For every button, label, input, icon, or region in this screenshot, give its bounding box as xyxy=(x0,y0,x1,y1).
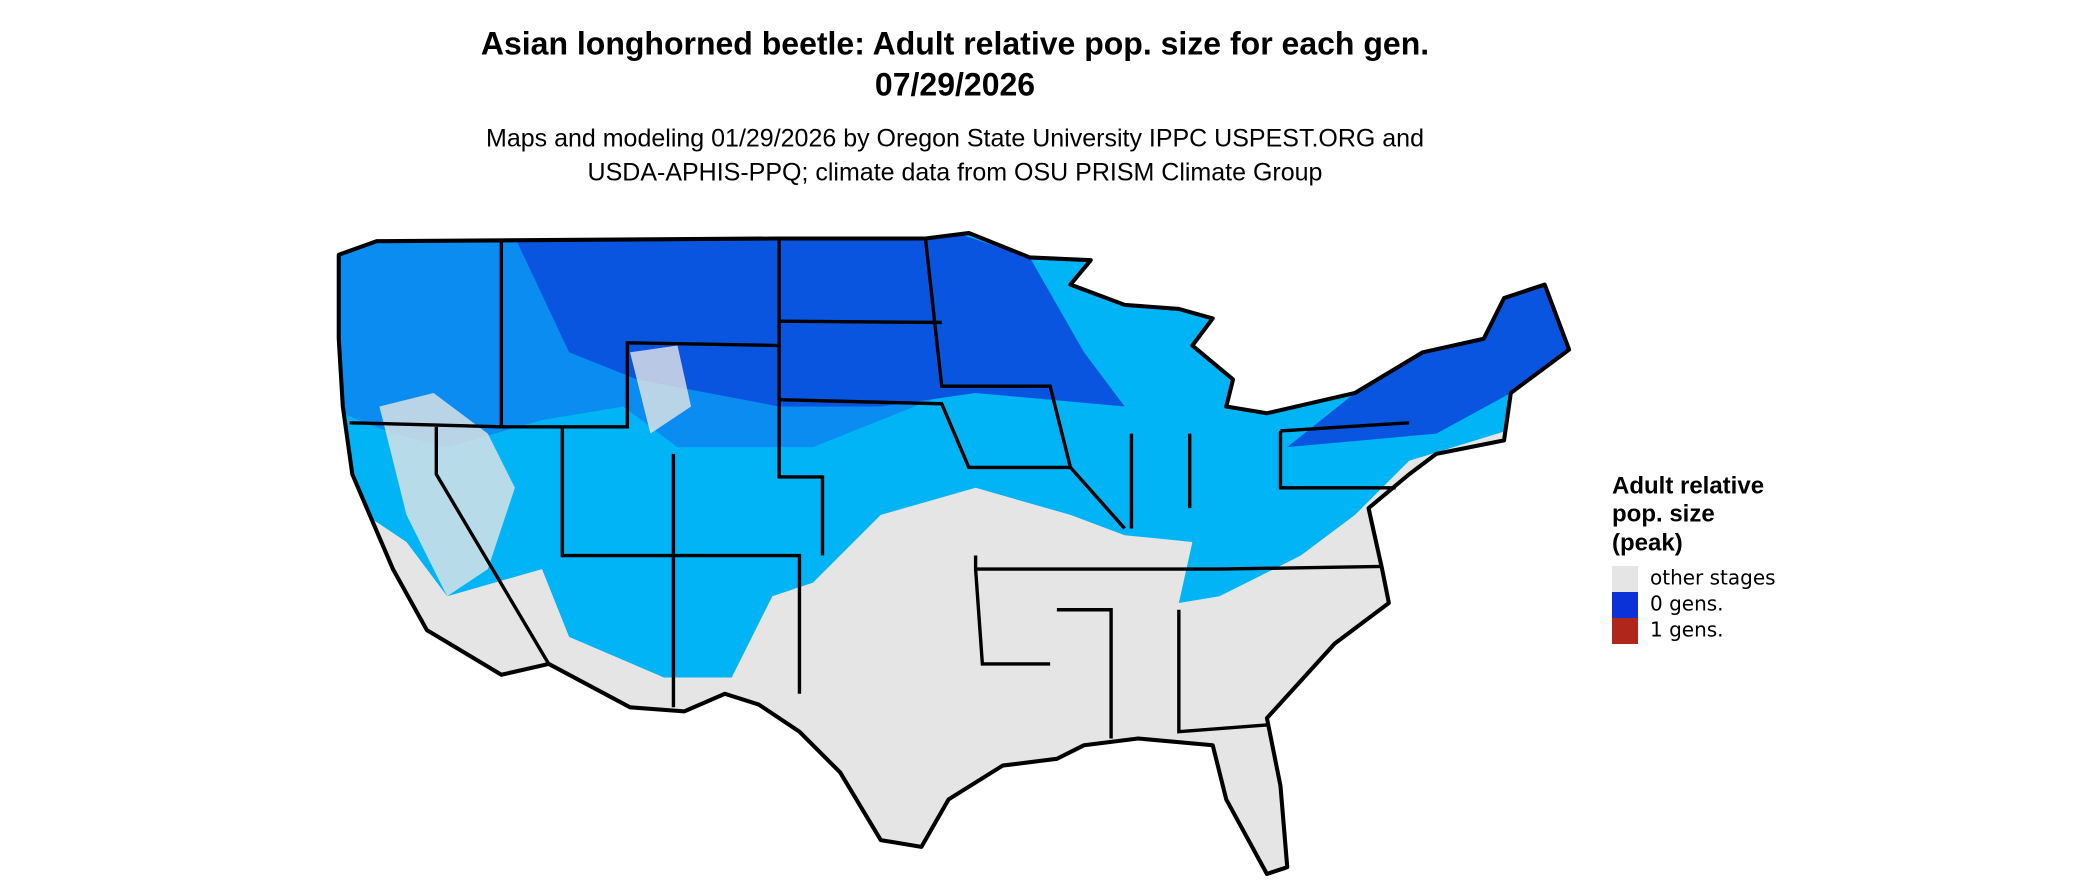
legend-label: 0 gens. xyxy=(1650,592,1724,616)
subtitle: USDA-APHIS-PPQ; climate data from OSU PR… xyxy=(588,159,1323,187)
legend-title: pop. size xyxy=(1612,500,1715,527)
legend-title: Adult relative xyxy=(1612,472,1764,499)
legend-swatch xyxy=(1612,592,1638,618)
legend-title: (peak) xyxy=(1612,529,1683,556)
legend-label: 1 gens. xyxy=(1650,618,1724,642)
title: 07/29/2026 xyxy=(875,66,1035,102)
legend-label: other stages xyxy=(1650,566,1776,590)
title: Asian longhorned beetle: Adult relative … xyxy=(481,25,1429,61)
legend-swatch xyxy=(1612,618,1638,644)
map xyxy=(336,231,1572,877)
legend-swatch xyxy=(1612,566,1638,592)
subtitle: Maps and modeling 01/29/2026 by Oregon S… xyxy=(486,125,1424,153)
